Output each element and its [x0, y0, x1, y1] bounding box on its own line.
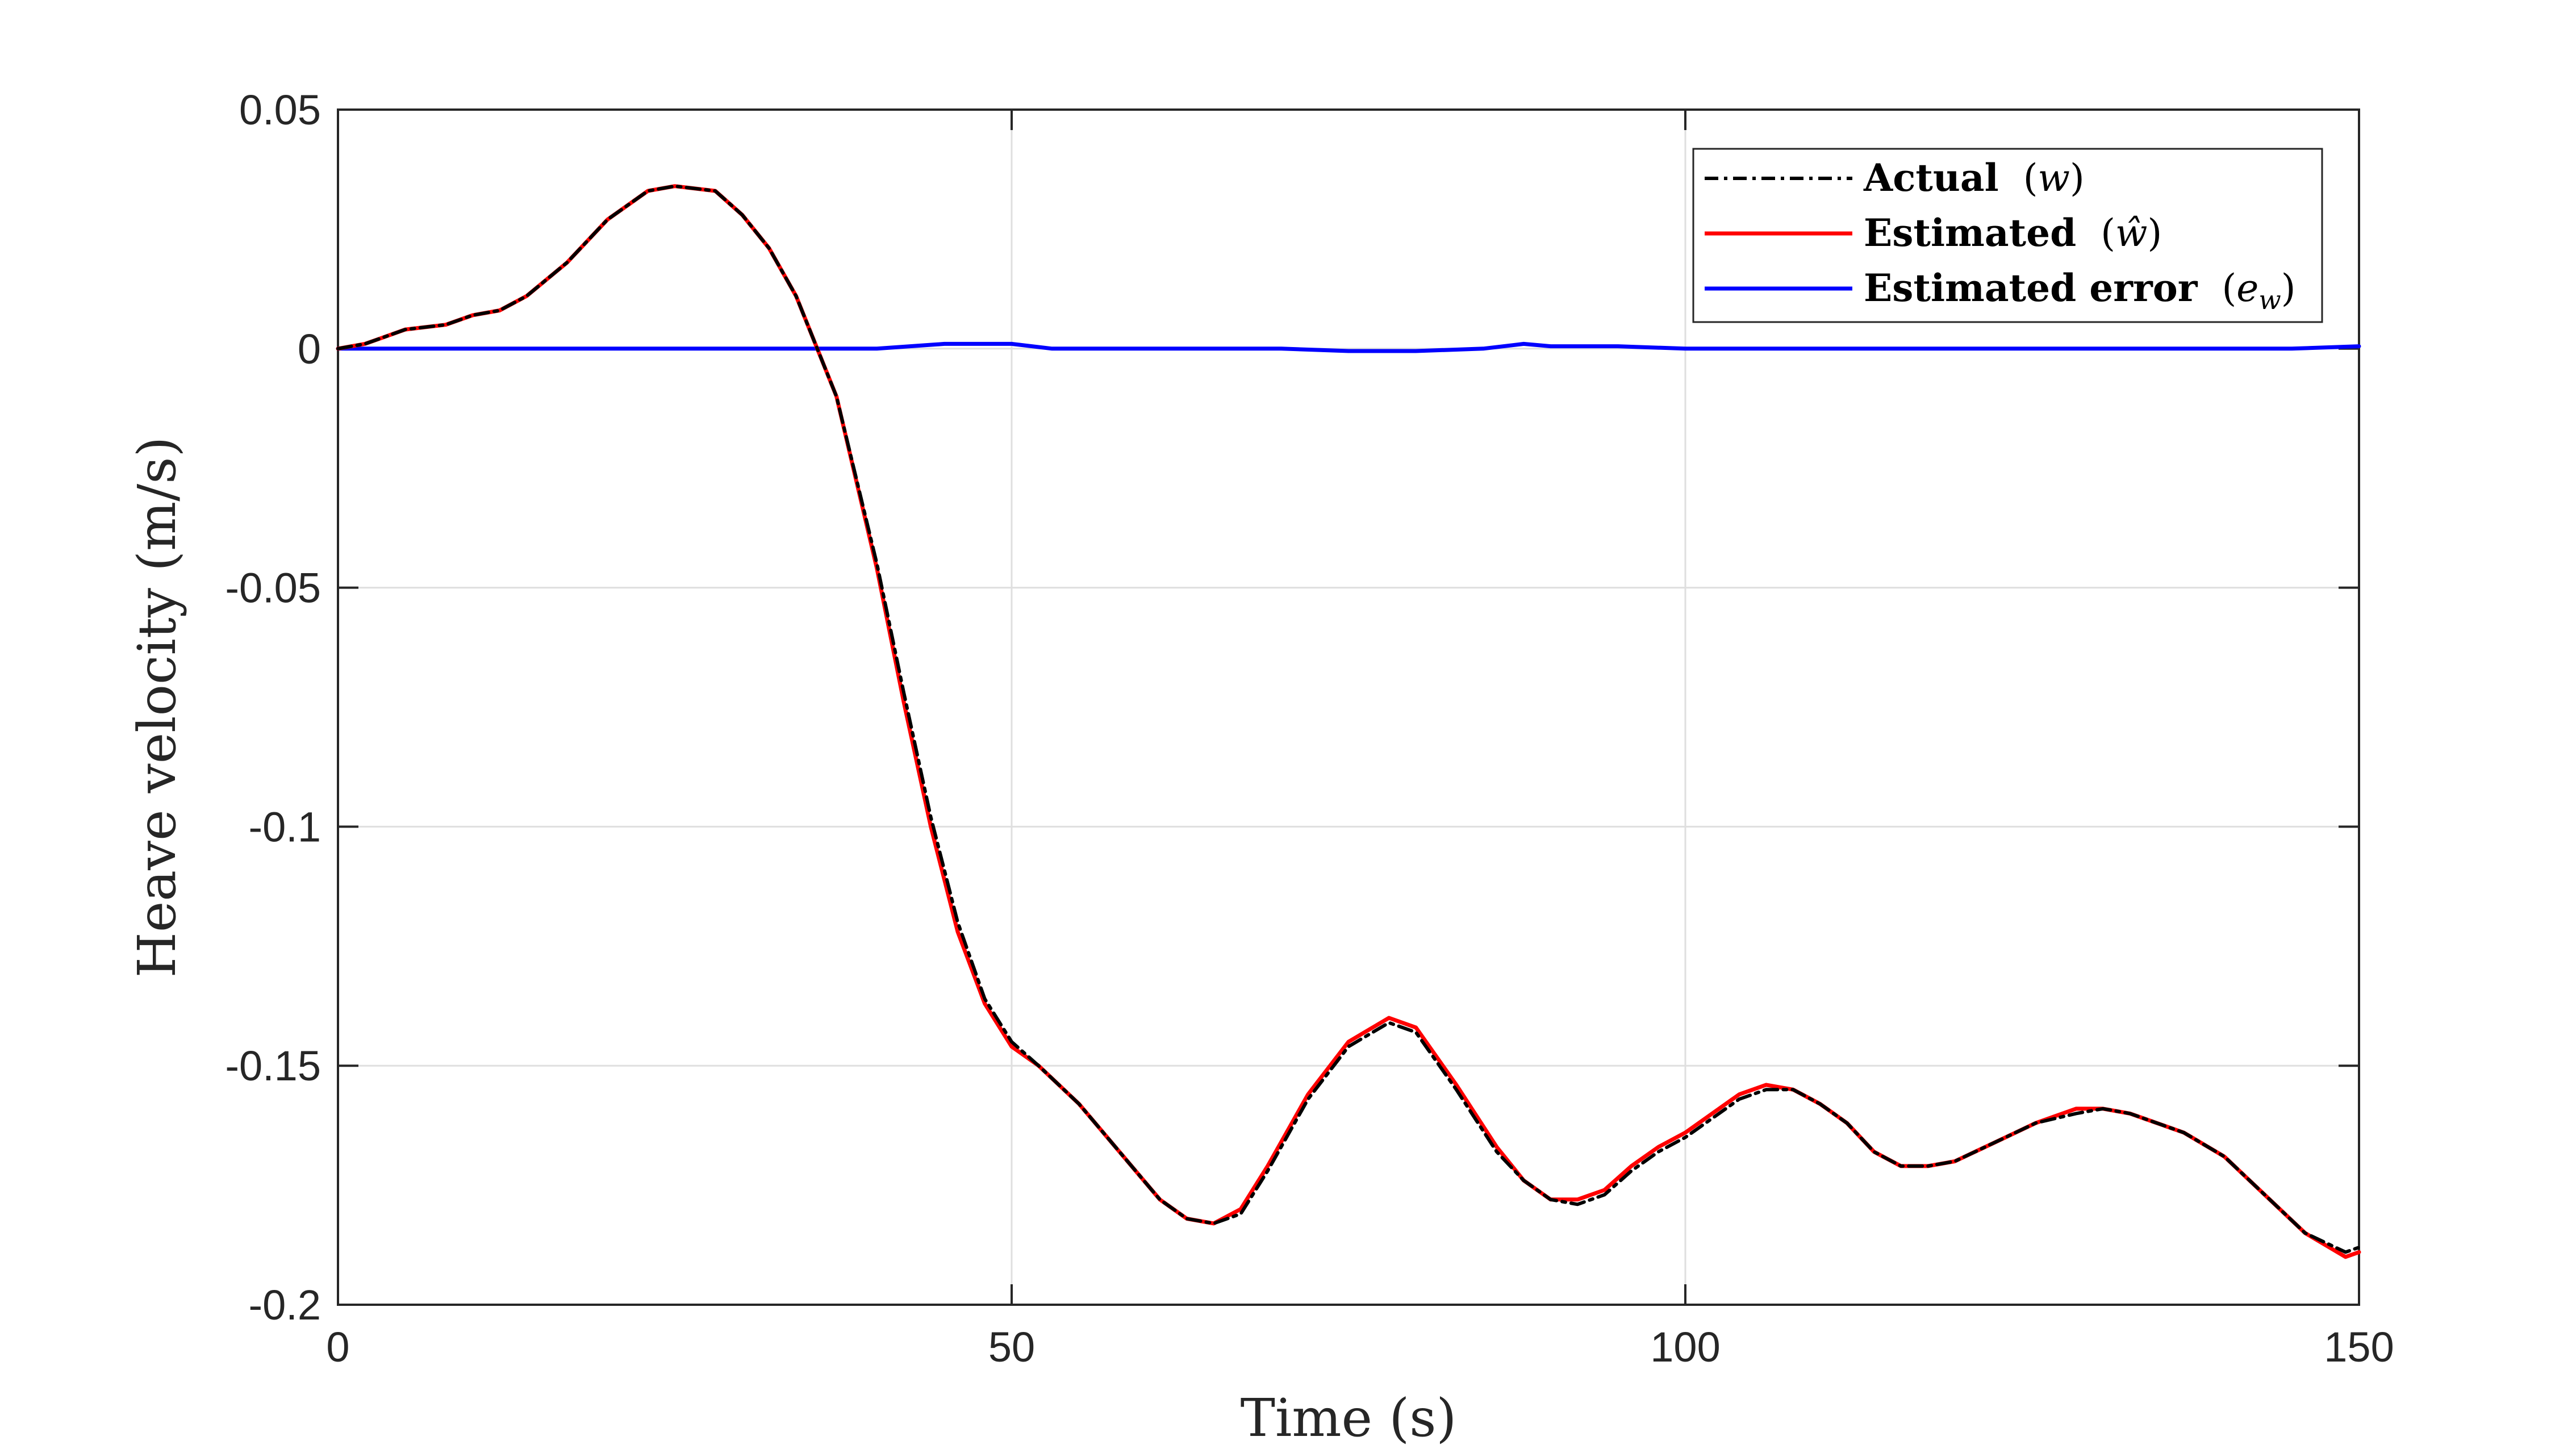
y-tick-labels: 0.05 0 -0.05 -0.1 -0.15 -0.2	[225, 86, 321, 1329]
legend: Actual (w) Estimated (ŵ) Estimated error…	[1692, 148, 2323, 323]
legend-label-actual-symbol: w	[2038, 156, 2070, 200]
legend-label-estimated: Estimated (ŵ)	[1864, 211, 2162, 255]
legend-label-estimated-close: )	[2147, 211, 2162, 255]
x-tick-label: 50	[988, 1323, 1035, 1371]
data-series	[336, 184, 2361, 1259]
legend-label-error-bold: Estimated error	[1864, 266, 2198, 310]
y-tick-label: -0.15	[225, 1042, 321, 1089]
x-tick-label: 0	[326, 1323, 349, 1371]
axis-ticks	[337, 108, 2360, 1306]
legend-label-estimated-open: (	[2101, 211, 2115, 255]
legend-label-actual: Actual (w)	[1863, 156, 2085, 200]
legend-label-error-open: (	[2222, 266, 2237, 310]
legend-label-error-close: )	[2281, 266, 2296, 310]
legend-label-actual-bold: Actual	[1863, 156, 1999, 200]
y-tick-label: -0.2	[248, 1281, 321, 1329]
legend-label-estimated-bold: Estimated	[1864, 211, 2076, 255]
legend-label-error: Estimated error (ew)	[1864, 266, 2295, 315]
x-tick-label: 100	[1650, 1323, 1720, 1371]
legend-label-error-symbol: e	[2236, 266, 2258, 310]
y-tick-label: -0.1	[248, 803, 321, 850]
series-line-actual	[336, 184, 2361, 1254]
y-tick-label: 0.05	[239, 86, 321, 133]
legend-label-actual-open: (	[2023, 156, 2038, 200]
y-tick-label: 0	[298, 325, 321, 373]
x-tick-labels: 0 50 100 150	[326, 1323, 2394, 1371]
legend-label-actual-close: )	[2070, 156, 2085, 200]
y-axis-label: Heave velocity (m/s)	[127, 437, 187, 978]
legend-label-estimated-symbol: ŵ	[2115, 211, 2148, 255]
series-line-estimated-error	[336, 341, 2361, 353]
plot-frame	[337, 108, 2360, 1306]
legend-label-error-subscript: w	[2258, 285, 2281, 315]
x-tick-label: 150	[2324, 1323, 2394, 1371]
x-axis-label: Time (s)	[1241, 1388, 1457, 1448]
y-tick-label: -0.05	[225, 565, 321, 612]
